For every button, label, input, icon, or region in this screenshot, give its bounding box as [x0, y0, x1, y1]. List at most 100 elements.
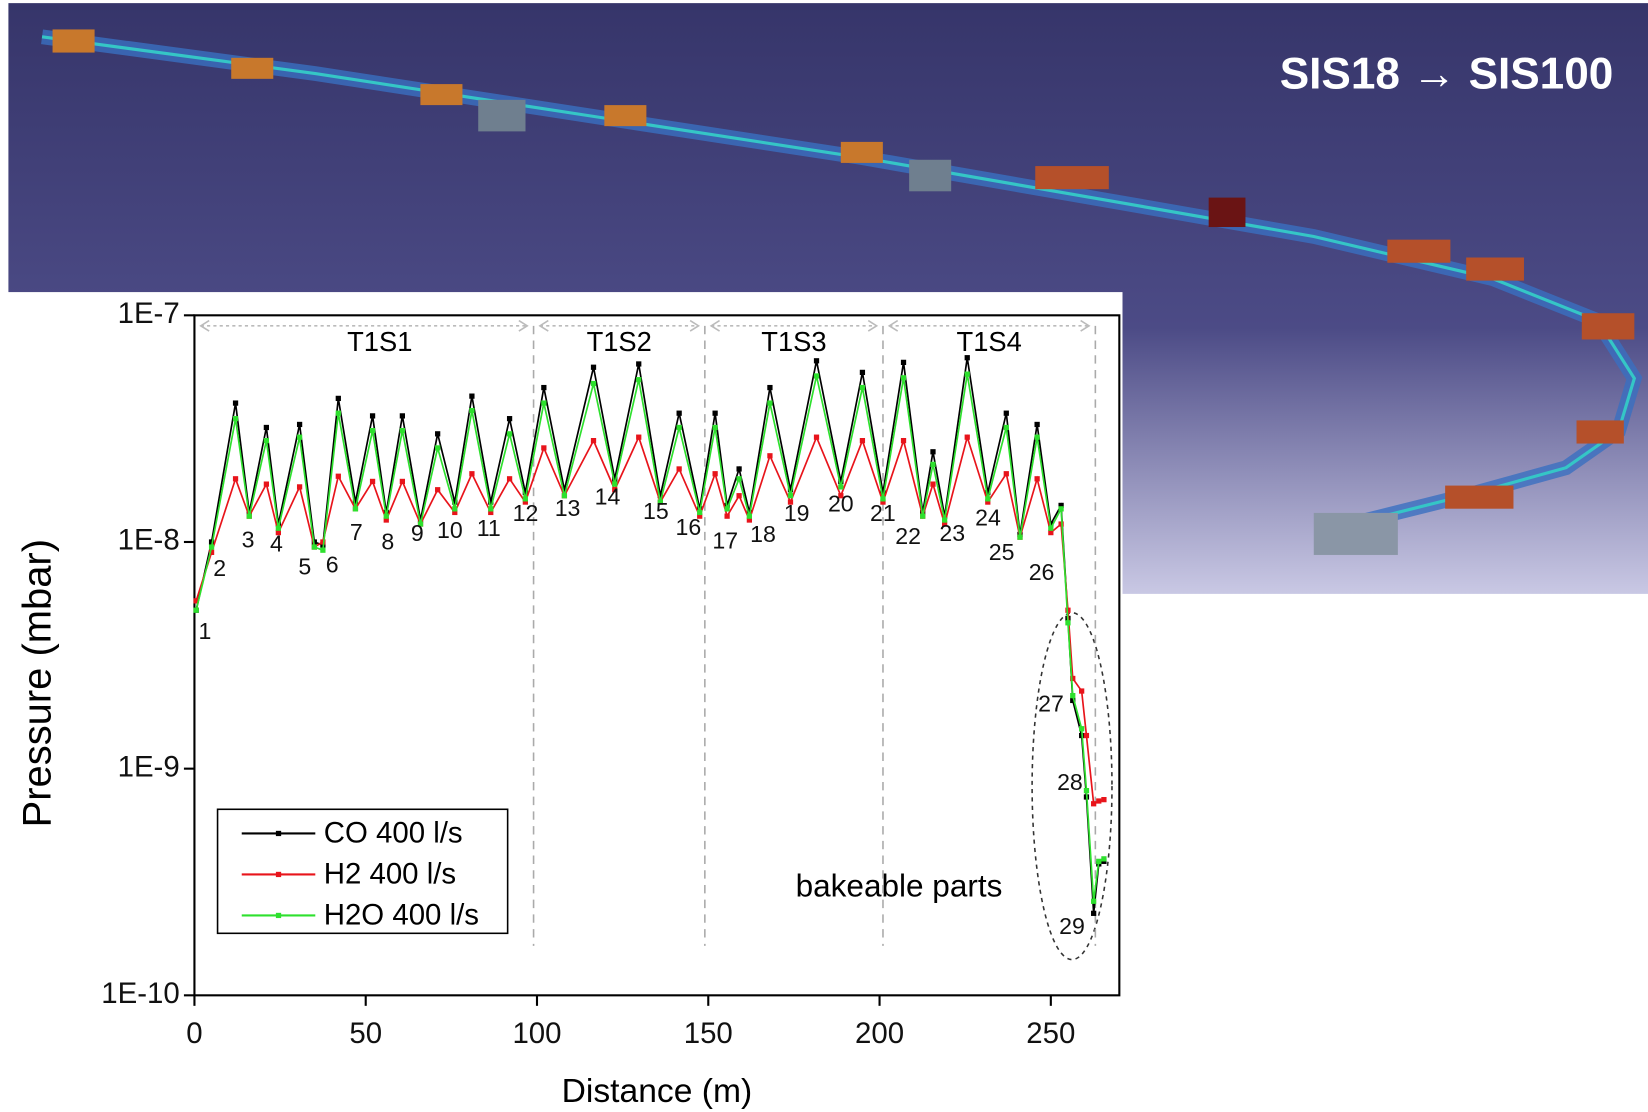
- data-point: [930, 449, 936, 455]
- data-point: [1091, 898, 1097, 904]
- data-point: [246, 513, 252, 519]
- point-label: 1: [199, 618, 212, 644]
- point-label: 19: [784, 500, 810, 526]
- section-label: T1S3: [761, 326, 826, 357]
- x-axis-title: Distance (m): [562, 1073, 753, 1110]
- data-point: [469, 393, 475, 399]
- data-point: [335, 410, 341, 416]
- x-tick-label: 100: [512, 1017, 561, 1050]
- data-point: [320, 547, 326, 553]
- legend-label: H2 400 l/s: [324, 857, 456, 890]
- data-point: [193, 607, 199, 613]
- point-label: 18: [750, 521, 776, 547]
- data-point: [1034, 434, 1040, 440]
- data-point: [880, 496, 886, 502]
- data-point: [1083, 787, 1090, 794]
- data-point: [335, 395, 341, 402]
- data-point: [1058, 506, 1064, 512]
- section-label: T1S2: [587, 326, 652, 357]
- data-point: [275, 525, 281, 531]
- data-point: [838, 493, 844, 499]
- data-point: [712, 424, 718, 431]
- data-point: [369, 478, 376, 485]
- data-point: [1070, 697, 1076, 704]
- y-tick-label: 1E-9: [118, 750, 180, 783]
- data-point: [452, 499, 458, 505]
- data-point: [1079, 726, 1085, 732]
- data-point: [383, 513, 389, 519]
- data-point: [964, 434, 970, 440]
- data-point: [1096, 858, 1102, 864]
- data-point: [859, 384, 866, 391]
- data-point: [1003, 471, 1009, 477]
- data-point: [590, 364, 597, 370]
- data-point: [1091, 801, 1097, 807]
- data-point: [964, 355, 970, 361]
- data-point: [488, 509, 494, 516]
- data-point: [1058, 521, 1064, 527]
- data-point: [488, 499, 494, 505]
- data-point: [767, 453, 773, 459]
- slide-title: SIS18 → SIS100: [1280, 49, 1614, 98]
- y-tick-label: 1E-8: [118, 524, 180, 557]
- data-point: [900, 359, 907, 366]
- point-label: 11: [477, 515, 501, 541]
- data-point: [522, 490, 528, 496]
- data-point: [880, 499, 886, 505]
- data-point: [263, 438, 270, 444]
- data-point: [1003, 410, 1009, 416]
- data-point: [506, 476, 513, 482]
- annotation: bakeable parts: [796, 867, 1003, 903]
- data-point: [263, 424, 270, 431]
- data-point: [541, 400, 547, 406]
- plot-frame: [193, 314, 1121, 997]
- data-point: [232, 400, 239, 406]
- data-point: [208, 544, 215, 550]
- data-point: [985, 490, 991, 496]
- section-arrow: [538, 319, 701, 332]
- point-label: 24: [975, 504, 1001, 530]
- x-tick-label: 200: [855, 1017, 904, 1050]
- data-point: [964, 371, 970, 377]
- data-point: [193, 598, 199, 604]
- data-point: [469, 471, 475, 477]
- data-point: [657, 499, 663, 505]
- data-point: [435, 487, 441, 493]
- data-point: [320, 539, 326, 545]
- legend-marker: [275, 830, 282, 837]
- data-point: [920, 513, 926, 519]
- chart-panel: [0, 292, 1123, 1112]
- data-point: [469, 407, 475, 414]
- point-label: 6: [326, 552, 339, 578]
- data-point: [859, 438, 866, 444]
- data-point: [435, 431, 441, 437]
- point-label: 9: [411, 520, 424, 546]
- section-label: T1S1: [347, 326, 412, 357]
- point-label: 27: [1038, 690, 1064, 716]
- data-point: [1101, 856, 1107, 862]
- data-point: [541, 384, 547, 391]
- data-point: [724, 513, 730, 519]
- point-label: 7: [350, 519, 363, 545]
- data-point: [838, 484, 844, 490]
- data-point: [1034, 421, 1040, 428]
- data-point: [1101, 797, 1107, 803]
- data-point: [275, 529, 281, 536]
- point-label: 21: [870, 500, 896, 526]
- data-point: [522, 496, 528, 502]
- data-point: [676, 410, 682, 416]
- data-point: [1070, 692, 1076, 699]
- x-tick-label: 50: [349, 1017, 382, 1050]
- data-point: [636, 434, 642, 440]
- point-label: 4: [270, 531, 283, 557]
- data-point: [612, 481, 618, 487]
- data-point: [590, 380, 597, 387]
- data-point: [1034, 476, 1040, 482]
- data-point: [399, 413, 405, 419]
- data-point: [736, 466, 742, 472]
- y-tick-label: 1E-10: [101, 977, 179, 1010]
- y-tick-label: 1E-7: [118, 297, 180, 330]
- data-point: [985, 496, 991, 502]
- y-axis-title: Pressure (mbar): [15, 539, 59, 827]
- data-point: [369, 427, 376, 434]
